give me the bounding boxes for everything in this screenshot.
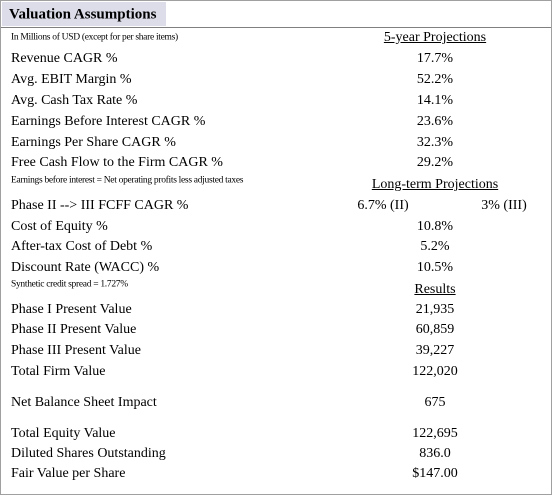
row-value: 836.0 bbox=[419, 446, 451, 461]
section-header: Results bbox=[414, 282, 456, 297]
row-value: 122,020 bbox=[412, 364, 458, 379]
row-value: 29.2% bbox=[416, 155, 454, 170]
row-label: Phase II --> III FCFF CAGR % bbox=[11, 198, 189, 213]
row-value: 32.3% bbox=[416, 135, 454, 150]
row-label: Total Firm Value bbox=[11, 364, 106, 379]
section-note: Earnings before interest = Net operating… bbox=[11, 175, 244, 186]
row-value: 17.7% bbox=[416, 51, 454, 66]
section-header: Long-term Projections bbox=[371, 177, 499, 192]
row-value: 5.2% bbox=[420, 239, 450, 254]
row-value: 675 bbox=[424, 395, 446, 410]
row-value: 23.6% bbox=[416, 114, 454, 129]
row-value: 39,227 bbox=[415, 343, 455, 358]
section-note: In Millions of USD (except for per share… bbox=[11, 32, 178, 43]
row-value: 21,935 bbox=[415, 302, 455, 317]
row-value: 3% (III) bbox=[481, 198, 527, 213]
row-label: Discount Rate (WACC) % bbox=[11, 260, 160, 275]
row-value: 14.1% bbox=[416, 93, 454, 108]
title: Valuation Assumptions bbox=[9, 6, 157, 23]
row-label: Earnings Per Share CAGR % bbox=[11, 135, 176, 150]
row-value: 6.7% (II) bbox=[357, 198, 409, 213]
row-label: Net Balance Sheet Impact bbox=[11, 395, 157, 410]
row-label: Diluted Shares Outstanding bbox=[11, 446, 166, 461]
row-label: Earnings Before Interest CAGR % bbox=[11, 114, 206, 129]
section-note: Synthetic credit spread = 1.727% bbox=[11, 279, 128, 290]
row-label: Fair Value per Share bbox=[11, 466, 126, 481]
row-label: Phase II Present Value bbox=[11, 322, 137, 337]
row-label: Avg. Cash Tax Rate % bbox=[11, 93, 138, 108]
row-label: After-tax Cost of Debt % bbox=[11, 239, 153, 254]
section-header: 5-year Projections bbox=[383, 30, 487, 45]
row-value: 52.2% bbox=[416, 72, 454, 87]
row-value: 10.5% bbox=[416, 260, 454, 275]
row-label: Avg. EBIT Margin % bbox=[11, 72, 132, 87]
row-label: Revenue CAGR % bbox=[11, 51, 118, 66]
row-value: 60,859 bbox=[415, 322, 455, 337]
title-bar bbox=[2, 2, 166, 26]
row-label: Free Cash Flow to the Firm CAGR % bbox=[11, 155, 223, 170]
row-value: 10.8% bbox=[416, 219, 454, 234]
row-label: Phase I Present Value bbox=[11, 302, 132, 317]
row-label: Total Equity Value bbox=[11, 426, 116, 441]
title-rule bbox=[1, 27, 551, 28]
row-value: $147.00 bbox=[412, 466, 458, 481]
row-label: Phase III Present Value bbox=[11, 343, 141, 358]
row-value: 122,695 bbox=[412, 426, 458, 441]
row-label: Cost of Equity % bbox=[11, 219, 108, 234]
